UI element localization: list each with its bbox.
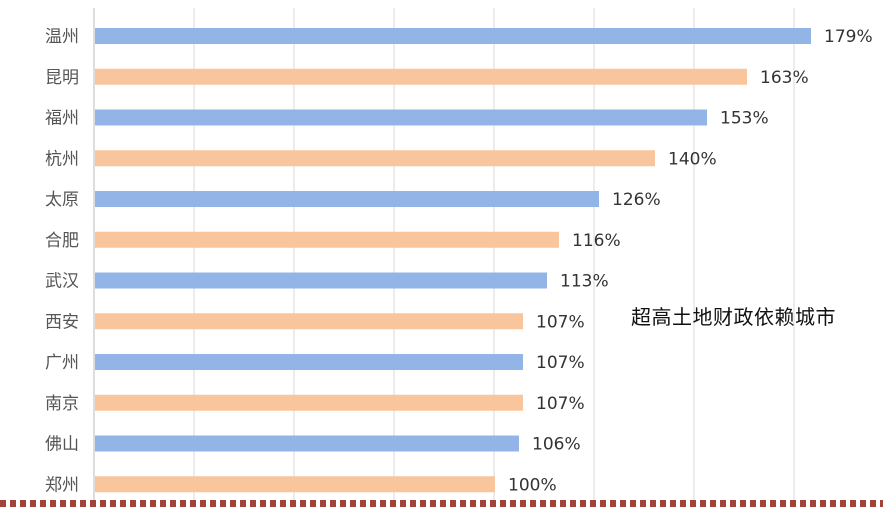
category-label: 佛山 (45, 435, 79, 455)
category-label: 合肥 (45, 231, 79, 251)
bar (95, 191, 599, 207)
bar (95, 435, 519, 452)
bar (95, 354, 523, 370)
bar (95, 313, 523, 330)
category-label: 昆明 (45, 68, 79, 88)
value-label: 106% (532, 435, 581, 455)
bar (95, 68, 747, 85)
bar (95, 150, 655, 167)
category-label: 杭州 (45, 149, 79, 169)
value-label: 126% (612, 190, 661, 210)
chart-annotation: 超高土地财政依赖城市 (631, 305, 836, 329)
value-label: 100% (508, 475, 557, 495)
category-label: 郑州 (45, 475, 79, 495)
bar (95, 28, 811, 44)
category-label: 福州 (45, 109, 79, 129)
bar (95, 476, 495, 493)
dashed-bottom-border (0, 500, 883, 507)
value-label: 113% (560, 272, 609, 292)
category-label: 温州 (45, 27, 79, 47)
category-label: 广州 (45, 353, 79, 373)
category-label: 南京 (45, 394, 79, 414)
category-label: 西安 (45, 312, 79, 332)
value-label: 107% (536, 394, 585, 414)
value-label: 107% (536, 312, 585, 332)
value-label: 107% (536, 353, 585, 373)
bar (95, 394, 523, 411)
category-label: 武汉 (45, 272, 79, 292)
bar (95, 231, 559, 248)
value-label: 116% (572, 231, 621, 251)
bar (95, 272, 547, 289)
value-label: 153% (720, 109, 769, 129)
category-label: 太原 (45, 190, 79, 210)
value-label: 179% (824, 27, 873, 47)
value-label: 163% (760, 68, 809, 88)
bar (95, 109, 707, 126)
value-label: 140% (668, 149, 717, 169)
